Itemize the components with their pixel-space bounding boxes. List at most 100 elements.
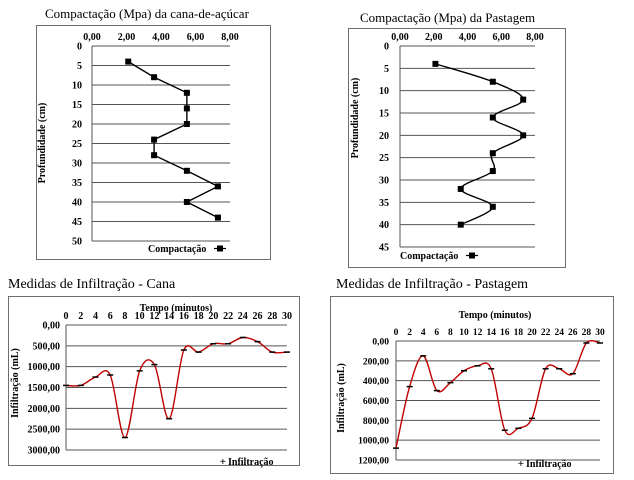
y-tick-label: 10 bbox=[379, 86, 389, 97]
x-tick-label: 4 bbox=[93, 311, 98, 322]
x-tick-label: 0,00 bbox=[391, 32, 409, 43]
y-tick-label: 0 bbox=[77, 42, 82, 53]
x-tick-label: 10 bbox=[135, 311, 145, 322]
x-tick-label: 2,00 bbox=[118, 32, 136, 43]
x-tick-label: 26 bbox=[568, 328, 578, 338]
y-tick-label: 0,00 bbox=[43, 321, 61, 332]
y-tick-label: 5 bbox=[384, 64, 389, 75]
legend-label: Infiltração bbox=[228, 457, 274, 468]
legend-marker bbox=[469, 252, 475, 259]
y-axis-title: Infiltração (mL) bbox=[336, 363, 347, 433]
x-tick-label: 2 bbox=[407, 328, 412, 338]
chart-title-comp-cana: Compactação (Mpa) da cana-de-açúcar bbox=[45, 6, 249, 21]
x-tick-label: 4,00 bbox=[152, 32, 170, 43]
x-tick-label: 18 bbox=[514, 328, 524, 338]
legend-marker: + bbox=[518, 458, 524, 470]
y-tick-label: 400,00 bbox=[363, 377, 389, 387]
x-tick-label: 24 bbox=[554, 328, 564, 338]
y-tick-label: 3000,00 bbox=[28, 446, 61, 457]
data-point bbox=[125, 58, 132, 65]
y-tick-label: 45 bbox=[379, 243, 389, 254]
y-tick-label: 2000,00 bbox=[28, 404, 61, 415]
x-tick-label: 18 bbox=[194, 311, 204, 322]
x-tick-label: 28 bbox=[582, 328, 592, 338]
x-tick-label: 14 bbox=[486, 328, 496, 338]
y-tick-label: 30 bbox=[72, 159, 82, 170]
y-tick-label: 800,00 bbox=[363, 417, 389, 427]
y-tick-label: 1500,00 bbox=[28, 383, 61, 394]
y-tick-label: 35 bbox=[379, 198, 389, 209]
x-tick-label: 8,00 bbox=[221, 32, 239, 43]
data-point bbox=[489, 114, 496, 121]
data-point bbox=[489, 78, 496, 85]
data-point bbox=[520, 132, 527, 139]
legend-label: Compactação bbox=[400, 251, 458, 262]
y-tick-label: 15 bbox=[72, 100, 82, 111]
y-tick-label: 600,00 bbox=[363, 397, 389, 407]
y-tick-label: 1000,00 bbox=[358, 437, 389, 447]
y-tick-label: 0,00 bbox=[372, 338, 389, 348]
legend-marker bbox=[217, 245, 223, 252]
data-point bbox=[183, 105, 190, 112]
y-tick-label: 45 bbox=[72, 217, 82, 228]
y-axis-title: Profundidade (cm) bbox=[350, 78, 361, 159]
chart-title-inf-cana: Medidas de Infiltração - Cana bbox=[8, 277, 176, 292]
data-point bbox=[183, 199, 190, 205]
data-point bbox=[214, 183, 221, 190]
x-tick-label: 2,00 bbox=[425, 32, 443, 43]
y-tick-label: 40 bbox=[379, 220, 389, 231]
x-tick-label: 16 bbox=[179, 311, 189, 322]
y-tick-label: 25 bbox=[379, 153, 389, 164]
data-point bbox=[489, 168, 496, 175]
x-tick-label: 10 bbox=[459, 328, 469, 338]
x-tick-label: 8 bbox=[122, 311, 127, 322]
y-tick-label: 15 bbox=[379, 109, 389, 120]
x-tick-label: 16 bbox=[500, 328, 510, 338]
x-tick-label: 14 bbox=[164, 311, 174, 322]
chart-frame-inf-past bbox=[330, 296, 614, 474]
x-tick-label: 12 bbox=[149, 311, 159, 322]
x-tick-label: 24 bbox=[238, 311, 248, 322]
x-axis-title: Tempo (minutos) bbox=[459, 310, 532, 321]
y-tick-label: 30 bbox=[379, 176, 389, 187]
y-tick-label: 1000,00 bbox=[28, 362, 61, 373]
y-tick-label: 25 bbox=[72, 139, 82, 150]
x-axis-title: Tempo (minutos) bbox=[140, 303, 213, 314]
x-tick-label: 0 bbox=[394, 328, 399, 338]
x-tick-label: 22 bbox=[223, 311, 233, 322]
y-tick-label: 200,00 bbox=[363, 357, 389, 367]
x-tick-label: 6 bbox=[108, 311, 113, 322]
data-point bbox=[151, 136, 158, 143]
legend-label: Infiltração bbox=[526, 459, 572, 470]
y-tick-label: 0 bbox=[384, 42, 389, 53]
data-point bbox=[457, 221, 464, 228]
series-line bbox=[435, 63, 524, 226]
y-tick-label: 50 bbox=[72, 237, 82, 248]
y-tick-label: 40 bbox=[72, 198, 82, 209]
data-point bbox=[151, 74, 158, 81]
y-tick-label: 35 bbox=[72, 178, 82, 189]
series-line bbox=[395, 340, 601, 449]
chart-title-inf-past: Medidas de Infiltração - Pastagem bbox=[336, 277, 529, 292]
data-point bbox=[214, 214, 221, 221]
x-tick-label: 6 bbox=[434, 328, 439, 338]
data-point bbox=[432, 60, 439, 67]
y-tick-label: 20 bbox=[72, 120, 82, 131]
x-tick-label: 30 bbox=[595, 328, 605, 338]
chart-frame-inf-cana bbox=[8, 296, 300, 466]
legend-label: Compactação bbox=[148, 244, 206, 255]
data-point bbox=[183, 167, 190, 174]
data-point bbox=[520, 96, 527, 103]
data-point bbox=[183, 121, 190, 127]
x-tick-label: 6,00 bbox=[493, 32, 511, 43]
x-tick-label: 0 bbox=[64, 311, 69, 322]
y-tick-label: 500,00 bbox=[33, 341, 61, 352]
x-tick-label: 0,00 bbox=[83, 32, 101, 43]
y-axis-title: Infiltração (mL) bbox=[10, 348, 21, 418]
x-tick-label: 12 bbox=[473, 328, 483, 338]
x-tick-label: 22 bbox=[541, 328, 551, 338]
data-point bbox=[183, 89, 190, 96]
